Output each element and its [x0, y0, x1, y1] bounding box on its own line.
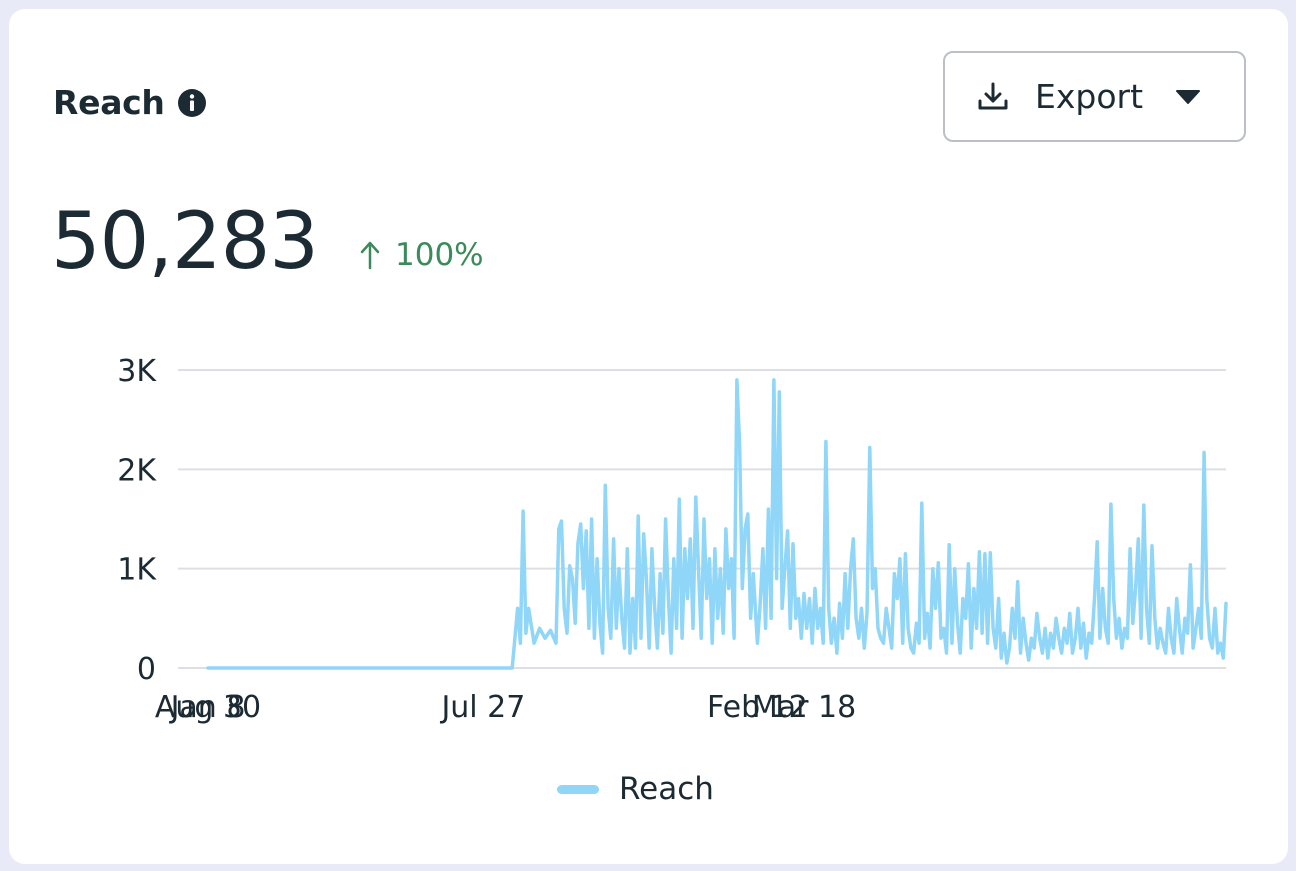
- download-icon: [975, 79, 1011, 115]
- x-axis: Jan 8 Jul 27 Feb 12 Aug 30 Mar 18: [155, 690, 856, 725]
- y-tick-label: 0: [137, 652, 156, 687]
- delta-indicator: 100%: [359, 237, 484, 273]
- x-tick-label: Jul 27: [439, 690, 525, 725]
- reach-card: Reach Export 50,283: [9, 9, 1288, 864]
- metric-value: 50,283: [51, 197, 319, 287]
- chart-legend[interactable]: Reach: [557, 771, 714, 807]
- export-label: Export: [1035, 77, 1144, 116]
- delta-value: 100%: [395, 237, 484, 273]
- y-axis: 0 1K 2K 3K: [117, 354, 157, 687]
- y-tick-label: 2K: [117, 453, 157, 488]
- x-tick-label: Jan 8: [169, 690, 246, 725]
- legend-label: Reach: [619, 771, 714, 807]
- y-tick-label: 1K: [117, 553, 157, 588]
- info-icon[interactable]: [177, 88, 207, 118]
- x-tick-label: Mar 18: [752, 690, 856, 725]
- x-tick-label: Feb 12: [707, 690, 808, 725]
- legend-swatch: [557, 784, 599, 794]
- x-tick-label: Aug 30: [155, 690, 261, 725]
- caret-down-icon: [1175, 89, 1201, 105]
- arrow-up-icon: [359, 240, 381, 270]
- card-title: Reach: [53, 83, 165, 122]
- y-tick-label: 3K: [117, 354, 157, 389]
- export-button[interactable]: Export: [943, 51, 1246, 142]
- chart-series: [206, 378, 1228, 670]
- reach-series-line[interactable]: [206, 378, 1228, 670]
- card-header: Reach: [53, 83, 207, 122]
